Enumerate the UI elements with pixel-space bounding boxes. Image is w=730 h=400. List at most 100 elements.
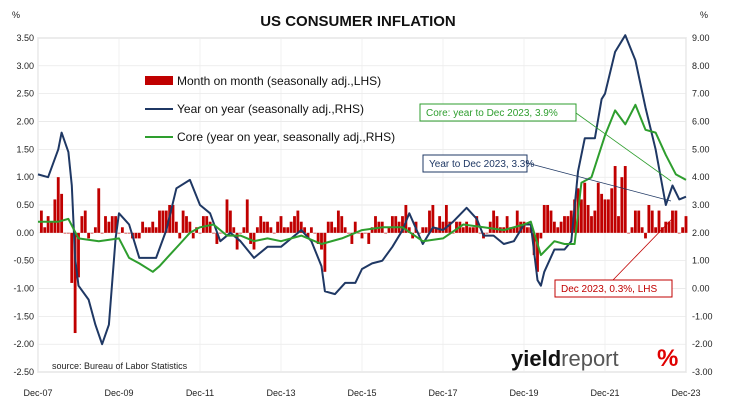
mom-bar	[485, 232, 489, 234]
mom-bar	[313, 232, 317, 234]
mom-bar	[417, 232, 421, 234]
mom-bar	[461, 227, 465, 233]
mom-bar	[647, 205, 651, 233]
mom-bar	[141, 221, 145, 233]
mom-bar	[623, 166, 627, 233]
mom-bar	[542, 205, 546, 233]
mom-bar	[637, 210, 641, 233]
mom-bar	[522, 221, 526, 233]
logo-text-light: report	[561, 346, 618, 371]
mom-bar	[232, 227, 236, 233]
mom-bar	[509, 227, 512, 233]
x-tick-label: Dec-23	[671, 388, 700, 398]
mom-bar	[289, 221, 293, 233]
left-unit-label: %	[12, 10, 20, 20]
mom-bar	[242, 227, 246, 233]
right-tick-label: -3.00	[692, 367, 713, 377]
mom-bar	[191, 232, 195, 239]
mom-bar	[519, 221, 523, 233]
x-tick-label: Dec-09	[104, 388, 133, 398]
mom-bar	[255, 227, 259, 233]
x-tick-label: Dec-19	[509, 388, 538, 398]
mom-bar	[330, 221, 334, 233]
mom-bar	[63, 232, 67, 234]
mom-bar	[245, 199, 249, 233]
right-tick-label: 0.00	[692, 284, 710, 294]
legend: Month on month (seasonally adj.,LHS) Yea…	[145, 74, 395, 144]
mom-bar	[657, 210, 661, 233]
mom-bar	[664, 221, 668, 233]
mom-bar	[515, 210, 519, 233]
mom-bar	[50, 221, 53, 233]
mom-bar	[444, 205, 448, 233]
mom-bar	[117, 232, 121, 234]
x-tick-label: Dec-07	[23, 388, 52, 398]
x-tick-label: Dec-17	[428, 388, 457, 398]
mom-bar	[633, 210, 637, 233]
mom-bar	[441, 221, 445, 233]
right-tick-label: -2.00	[692, 339, 713, 349]
mom-bar	[431, 205, 435, 233]
left-tick-label: -1.50	[13, 311, 34, 321]
mom-bar	[124, 232, 128, 234]
mom-bar	[468, 227, 472, 233]
mom-bar	[293, 216, 296, 233]
mom-bar	[654, 227, 658, 233]
mom-bar	[350, 232, 354, 244]
mom-bar	[259, 216, 263, 233]
mom-bar	[144, 227, 148, 233]
mom-bar	[586, 205, 590, 233]
left-tick-label: 3.00	[16, 61, 34, 71]
mom-bar	[438, 216, 442, 233]
logo-text-bold: yield	[511, 346, 561, 371]
mom-bar	[134, 232, 138, 239]
mom-bar	[87, 232, 91, 239]
left-tick-label: 1.50	[16, 144, 34, 154]
mom-bar	[549, 210, 553, 233]
mom-bar	[66, 232, 70, 234]
mom-bar	[600, 193, 604, 233]
legend-label-mom: Month on month (seasonally adj.,LHS)	[177, 74, 381, 88]
left-tick-label: -2.50	[13, 367, 34, 377]
mom-bar	[505, 216, 509, 233]
mom-bar	[340, 216, 344, 233]
mom-bar	[492, 210, 496, 233]
series-lines	[37, 34, 687, 346]
legend-label-core: Core (year on year, seasonally adj.,RHS)	[177, 130, 395, 144]
x-tick-label: Dec-13	[266, 388, 295, 398]
right-tick-label: 7.00	[692, 89, 710, 99]
right-tick-label: 9.00	[692, 33, 710, 43]
mom-bar	[181, 210, 185, 233]
mom-bar	[43, 227, 47, 233]
mom-bar	[154, 227, 158, 233]
mom-bar	[178, 232, 182, 239]
mom-bar	[627, 232, 631, 234]
mom-bar	[404, 205, 408, 233]
legend-label-yoy: Year on year (seasonally adj.,RHS)	[177, 102, 364, 116]
mom-bar	[343, 227, 347, 233]
annotation-core: Core: year to Dec 2023, 3.9%	[419, 103, 672, 182]
mom-bar	[448, 221, 452, 233]
mom-bar	[569, 210, 573, 233]
headline-yoy-line	[37, 34, 687, 346]
mom-bar	[478, 232, 482, 234]
right-tick-label: -1.00	[692, 311, 713, 321]
mom-bar	[630, 227, 634, 233]
annotation-yoy: Year to Dec 2023, 3.3%	[422, 154, 672, 202]
mom-bar	[660, 227, 664, 233]
mom-bar	[201, 216, 205, 233]
mom-bar	[279, 216, 283, 233]
mom-bar	[475, 216, 479, 233]
mom-bar	[120, 227, 124, 233]
mom-bar	[617, 216, 620, 233]
mom-bar	[363, 232, 367, 234]
mom-bar	[428, 210, 431, 233]
mom-bar	[563, 216, 566, 233]
mom-bar	[56, 177, 60, 233]
mom-bar	[613, 166, 617, 233]
mom-bar	[471, 227, 475, 233]
mom-bar	[387, 227, 391, 233]
mom-bar	[151, 221, 155, 233]
mom-bar	[269, 227, 273, 233]
svg-text:yieldreport: yieldreport	[511, 346, 619, 371]
